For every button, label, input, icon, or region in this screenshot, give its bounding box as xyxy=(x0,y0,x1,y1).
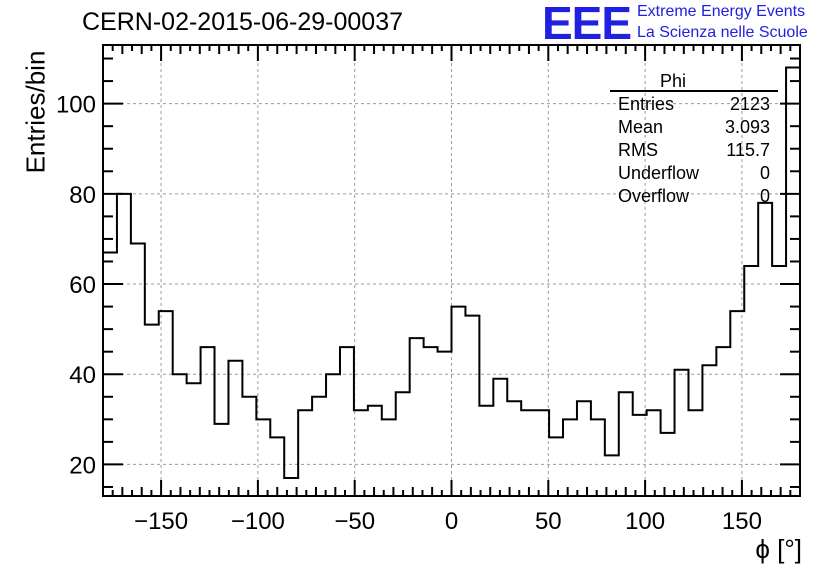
histogram-bin xyxy=(619,392,633,496)
histogram-bin xyxy=(675,370,689,496)
histogram-bin xyxy=(173,374,187,496)
logo-subtitle-2: La Scienza nelle Scuole xyxy=(637,24,808,41)
histogram-bin xyxy=(312,397,326,496)
histogram-bin xyxy=(591,419,605,496)
x-tick-label: 0 xyxy=(445,508,458,535)
histogram-bin xyxy=(493,379,507,496)
grid-lines xyxy=(103,45,800,496)
histogram-bin xyxy=(758,203,772,496)
y-axis-label: Entries/bin xyxy=(20,50,51,174)
histogram-bin xyxy=(382,419,396,496)
stat-value-overflow: 0 xyxy=(759,186,770,206)
histogram-bin xyxy=(424,347,438,496)
histogram-bin xyxy=(117,194,131,496)
histogram-bin xyxy=(688,410,702,496)
histogram-bin xyxy=(368,406,382,496)
histogram-bars xyxy=(103,66,800,496)
histogram-bin xyxy=(465,316,479,496)
histogram-bin xyxy=(521,410,535,496)
y-tick-label: 80 xyxy=(69,182,96,209)
histogram-bin xyxy=(479,406,493,496)
x-tick-label: 100 xyxy=(625,508,665,535)
stat-label-mean: Mean xyxy=(618,117,664,137)
y-tick-label: 20 xyxy=(69,452,96,479)
histogram-bin xyxy=(549,437,563,496)
y-tick-label: 40 xyxy=(69,362,96,389)
histogram-bin xyxy=(145,325,159,496)
histogram-bin xyxy=(438,352,452,496)
x-tick-label: −50 xyxy=(334,508,375,535)
histogram-bin xyxy=(577,401,591,496)
histogram-bin xyxy=(228,361,242,496)
histogram-bin xyxy=(298,410,312,496)
histogram-bin xyxy=(702,365,716,496)
histogram-bin xyxy=(661,433,675,496)
stat-label-entries: Entries xyxy=(618,94,675,114)
histogram-bin xyxy=(786,68,800,496)
logo-subtitle-1: Extreme Energy Events xyxy=(637,3,806,20)
histogram-outline xyxy=(103,66,800,479)
histogram-bin xyxy=(396,392,410,496)
y-tick-label: 60 xyxy=(69,272,96,299)
stat-value-underflow: 0 xyxy=(759,163,770,183)
histogram-bin xyxy=(535,410,549,496)
histogram-bin xyxy=(410,338,424,496)
y-tick-label: 100 xyxy=(56,92,96,119)
histogram-bin xyxy=(647,410,661,496)
histogram-bin xyxy=(187,383,201,496)
histogram-bin xyxy=(730,311,744,496)
x-tick-label: 50 xyxy=(535,508,562,535)
stats-box-title: Phi xyxy=(660,71,687,91)
histogram-bin xyxy=(716,347,730,496)
histogram-bin xyxy=(772,266,786,496)
histogram-bin xyxy=(563,419,577,496)
histogram-bin xyxy=(201,347,215,496)
stat-label-overflow: Overflow xyxy=(618,186,690,206)
x-tick-label: −100 xyxy=(231,508,285,535)
stat-label-underflow: Underflow xyxy=(618,163,700,183)
histogram-bin xyxy=(215,424,229,496)
histogram-bin xyxy=(159,311,173,496)
stat-value-mean: 3.093 xyxy=(724,117,770,137)
histogram-bin xyxy=(340,347,354,496)
histogram-bin xyxy=(131,243,145,496)
histogram-bin xyxy=(744,266,758,496)
x-axis-label: ϕ [°] xyxy=(755,534,802,564)
stat-label-rms: RMS xyxy=(618,140,658,160)
stat-value-entries: 2123 xyxy=(729,94,770,114)
eee-logo: EEE xyxy=(542,0,632,49)
histogram-bin xyxy=(507,401,521,496)
x-tick-label: 150 xyxy=(722,508,762,535)
histogram-bin xyxy=(354,410,368,496)
tick-labels: −150 −100 −50 0 50 100 150 20 40 60 80 100 xyxy=(56,92,762,535)
histogram-bin xyxy=(242,397,256,496)
plot-frame xyxy=(102,44,801,497)
histogram-bin xyxy=(452,307,466,496)
x-tick-label: −150 xyxy=(134,508,188,535)
histogram-bin xyxy=(326,374,340,496)
stat-value-rms: 115.7 xyxy=(726,140,770,160)
run-title: CERN-02-2015-06-29-00037 xyxy=(82,8,404,36)
